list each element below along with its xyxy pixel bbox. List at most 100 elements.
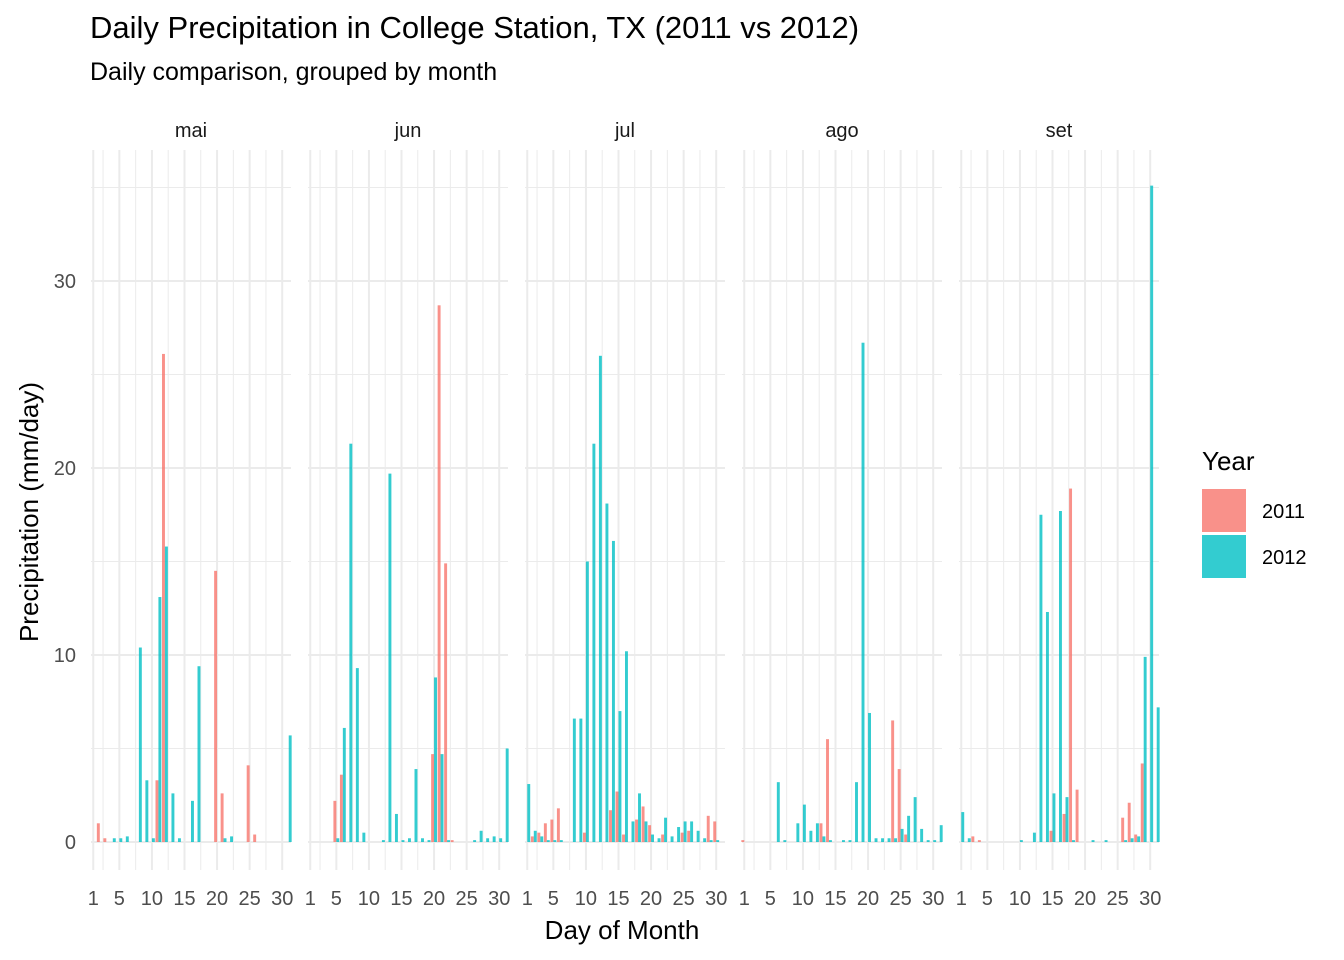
bar-2012-set-day-17	[1065, 797, 1069, 842]
bar-2012-jul-day-18	[638, 793, 641, 842]
bar-2012-ago-day-21	[874, 838, 878, 842]
bar-2011-jul-day-25	[680, 832, 684, 842]
bar-2012-ago-day-22	[881, 838, 885, 842]
bar-2012-ago-day-31	[939, 825, 943, 842]
bar-2012-jun-day-31	[505, 748, 509, 842]
bar-2011-mai-day-21	[220, 793, 224, 842]
bar-2011-ago-day-26	[904, 834, 908, 842]
bar-2012-mai-day-13	[171, 793, 175, 842]
x-tick-label: 15	[1041, 888, 1063, 910]
bar-2012-ago-day-19	[861, 342, 865, 842]
bar-2012-jul-day-6	[559, 840, 563, 842]
bar-2011-ago-day-1	[741, 840, 745, 842]
x-tick-label: 30	[271, 888, 293, 910]
x-tick-label: 10	[1009, 888, 1031, 910]
y-tick-label: 20	[54, 458, 76, 480]
bar-2011-jul-day-19	[641, 806, 645, 842]
bar-2011-jul-day-20	[648, 825, 652, 842]
x-tick-label: 10	[358, 888, 380, 910]
x-tick-label: 1	[522, 888, 533, 910]
legend-key-2011	[1202, 489, 1246, 532]
bar-2011-mai-day-2	[96, 823, 100, 842]
bar-2012-jul-day-29	[709, 840, 713, 842]
bar-2012-ago-day-9	[796, 823, 800, 842]
x-tick-label: 20	[640, 888, 662, 910]
bar-2012-mai-day-5	[119, 838, 123, 842]
bar-2012-ago-day-17	[848, 840, 852, 842]
bar-2011-jul-day-18	[635, 819, 639, 842]
bar-2011-jul-day-3	[537, 832, 541, 842]
bar-2012-mai-day-8	[138, 647, 142, 842]
bar-2011-mai-day-26	[253, 834, 257, 842]
bar-2011-jul-day-16	[622, 834, 625, 842]
bar-2011-ago-day-24	[891, 720, 895, 842]
x-tick-label: 25	[456, 888, 478, 910]
bar-2012-ago-day-6	[776, 782, 780, 842]
x-tick-label: 15	[390, 888, 412, 910]
x-tick-label: 5	[331, 888, 342, 910]
bar-2011-jun-day-23	[450, 840, 454, 842]
bar-2012-jun-day-9	[362, 832, 366, 842]
bar-2012-ago-day-26	[907, 815, 911, 842]
bar-2012-jul-day-28	[703, 838, 707, 842]
bar-2012-jun-day-22	[447, 840, 451, 842]
bar-2012-jun-day-29	[492, 836, 496, 842]
bar-2011-jul-day-6	[556, 808, 560, 842]
bar-2011-jul-day-5	[550, 819, 554, 842]
bar-2011-jun-day-5	[333, 800, 337, 842]
bar-2012-jul-day-15	[618, 711, 622, 842]
bar-2011-ago-day-14	[826, 739, 829, 842]
bar-2011-jul-day-22	[661, 834, 665, 842]
bar-2012-ago-day-7	[783, 840, 787, 842]
bar-2012-jun-day-15	[401, 840, 405, 842]
bar-2012-set-day-31	[1156, 707, 1160, 842]
bar-2012-ago-day-11	[809, 830, 813, 842]
bar-2011-jul-day-4	[543, 823, 547, 842]
bar-2012-jul-day-24	[677, 827, 681, 842]
bar-2012-jun-day-5	[336, 838, 340, 842]
legend-title: Year	[1202, 446, 1255, 476]
bar-2012-set-day-12	[1032, 832, 1036, 842]
bar-2012-jul-day-25	[683, 821, 687, 842]
bar-2012-jul-day-11	[592, 443, 596, 842]
bar-2012-jul-day-12	[598, 355, 602, 842]
bar-2012-jun-day-12	[381, 840, 385, 842]
bar-2012-mai-day-10	[151, 838, 155, 842]
bar-2012-set-day-16	[1059, 511, 1062, 842]
facet-panel-mai: mai 1 5 10 15 20 25 30	[88, 120, 294, 910]
bar-2011-mai-day-20	[214, 570, 218, 842]
bar-2011-jul-day-29	[706, 815, 710, 842]
bar-2012-ago-day-16	[842, 840, 845, 842]
bar-2012-jun-day-28	[486, 838, 490, 842]
bar-2011-set-day-28	[1134, 834, 1138, 842]
bar-2012-jun-day-19	[427, 840, 431, 842]
bar-2012-set-day-21	[1091, 840, 1095, 842]
bar-2012-jul-day-10	[585, 561, 589, 842]
x-tick-label: 30	[705, 888, 727, 910]
facet-panel-ago: ago 1 5 10 15 20 25 30	[739, 120, 945, 910]
bar-2012-ago-day-30	[933, 840, 937, 842]
bar-2012-set-day-13	[1039, 514, 1043, 842]
bar-2012-set-day-30	[1150, 185, 1154, 842]
bar-2012-mai-day-21	[223, 838, 227, 842]
bar-2012-mai-day-16	[191, 800, 194, 842]
bar-2011-jul-day-14	[609, 810, 612, 842]
x-tick-label: 30	[488, 888, 510, 910]
bar-2011-jun-day-20	[431, 754, 435, 842]
bar-2012-jul-day-17	[631, 821, 635, 842]
bar-2011-jul-day-10	[582, 832, 586, 842]
bar-2011-set-day-27	[1127, 802, 1131, 842]
bar-2011-set-day-15	[1049, 830, 1053, 842]
bar-2011-set-day-29	[1140, 763, 1144, 842]
legend-label-2011: 2011	[1262, 501, 1305, 523]
bar-2011-ago-day-25	[897, 769, 901, 842]
x-tick-label: 1	[88, 888, 99, 910]
bar-2012-set-day-23	[1104, 840, 1108, 842]
bar-2012-jul-day-23	[670, 836, 674, 842]
bar-2012-mai-day-4	[112, 838, 116, 842]
bar-2011-mai-day-25	[246, 765, 250, 842]
x-tick-label: 20	[857, 888, 879, 910]
x-tick-label: 1	[305, 888, 316, 910]
y-tick-label: 0	[65, 832, 76, 854]
bar-2012-jul-day-4	[546, 840, 550, 842]
